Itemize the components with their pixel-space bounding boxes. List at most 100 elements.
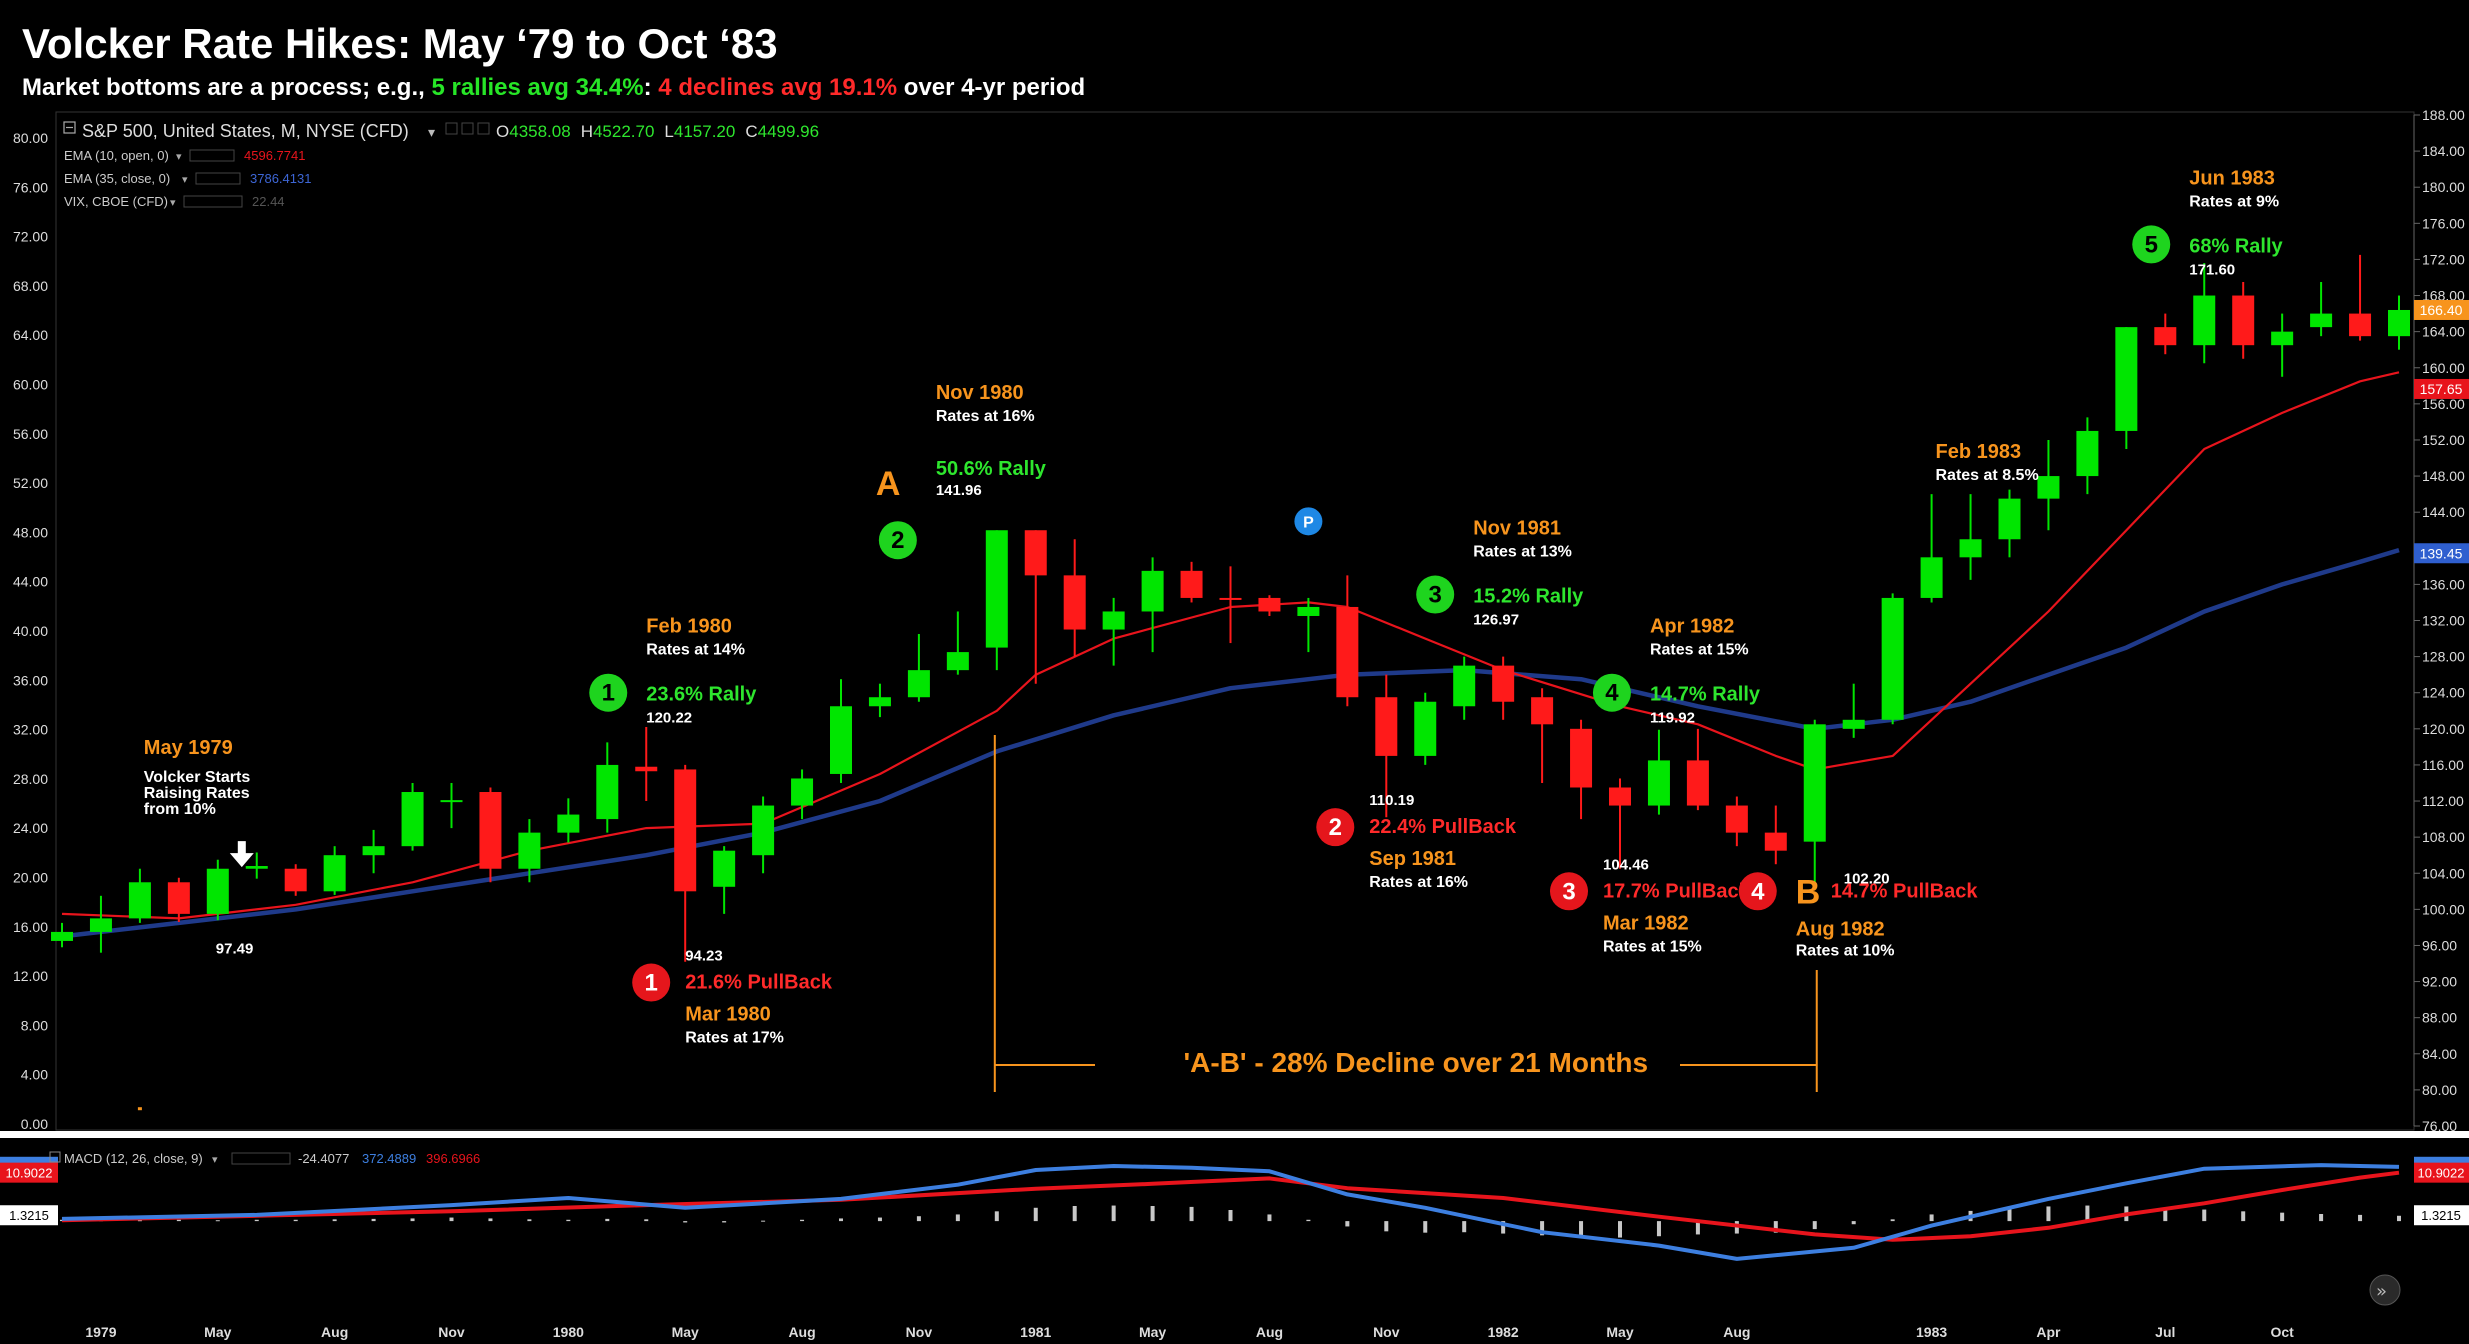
candle-body bbox=[2154, 327, 2177, 346]
annotation-date: Mar 1980 bbox=[685, 1004, 771, 1026]
ema-35-line bbox=[61, 547, 2400, 939]
legend-ema35-caret[interactable]: ▾ bbox=[182, 174, 188, 186]
macd-icons[interactable] bbox=[231, 1152, 291, 1165]
right-hist-badge bbox=[2414, 1205, 2469, 1226]
settings-icon[interactable] bbox=[461, 122, 474, 135]
ema10-icons[interactable] bbox=[189, 149, 235, 162]
vix-icons[interactable] bbox=[183, 195, 243, 208]
pane-separator bbox=[0, 1131, 2469, 1138]
candle-body bbox=[868, 697, 891, 707]
close-icon[interactable] bbox=[477, 122, 490, 135]
annotation-rally4: Apr 1982 Rates at 15% 4 14.7% Rally 119.92 bbox=[1592, 616, 1761, 727]
macd-histogram-bar bbox=[1695, 1221, 1700, 1235]
subtitle-declines: 4 declines avg 19.1% bbox=[658, 74, 897, 101]
candle bbox=[245, 852, 268, 879]
annotation-price: 171.60 bbox=[2189, 261, 2235, 278]
x-tick-label: Nov bbox=[906, 1324, 933, 1340]
candle-body bbox=[830, 706, 852, 774]
candle-body bbox=[206, 868, 229, 914]
candle bbox=[1141, 557, 1164, 653]
ema35-icons[interactable] bbox=[195, 172, 241, 185]
candle bbox=[518, 819, 541, 883]
collapse-icon[interactable] bbox=[63, 121, 76, 134]
legend-vix-caret[interactable]: ▾ bbox=[170, 197, 176, 209]
right-tick-label: 128.00 bbox=[2422, 649, 2465, 665]
macd-pane bbox=[60, 1163, 2401, 1261]
macd-line bbox=[61, 1163, 2400, 1261]
left-tick-label: 24.00 bbox=[13, 820, 48, 836]
right-price-badge-label: 166.40 bbox=[2420, 302, 2463, 318]
x-tick-label: May bbox=[204, 1324, 231, 1340]
candle-body bbox=[1414, 701, 1437, 756]
legend-macd[interactable]: MACD (12, 26, close, 9) ▾ -24.4077 372.4… bbox=[49, 1151, 480, 1166]
candle-body bbox=[284, 868, 307, 892]
annotation-date: Nov 1980 bbox=[936, 382, 1024, 404]
candle bbox=[2271, 313, 2294, 377]
macd-histogram-bar bbox=[994, 1211, 999, 1222]
number-badge-label: 3 bbox=[1429, 582, 1442, 609]
legend-macd-label: MACD (12, 26, close, 9) bbox=[64, 1151, 203, 1166]
candle-body bbox=[1375, 697, 1398, 756]
candle bbox=[1102, 597, 1125, 666]
right-tick-label: 112.00 bbox=[2422, 793, 2464, 809]
candle-body bbox=[1959, 539, 1982, 558]
x-tick-label: 1982 bbox=[1488, 1324, 1519, 1340]
right-tick-label: 116.00 bbox=[2422, 757, 2464, 773]
macd-histogram-bar bbox=[605, 1218, 610, 1222]
left-price-badge-label: 10.9022 bbox=[6, 1166, 53, 1181]
candle bbox=[1336, 575, 1359, 707]
macd-histogram-bar bbox=[60, 1219, 64, 1222]
candle-body bbox=[2076, 430, 2099, 477]
legend-ema10-caret[interactable]: ▾ bbox=[176, 151, 182, 163]
right-price-badge bbox=[2414, 378, 2469, 399]
annotation-rally: 68% Rally bbox=[2189, 235, 2283, 257]
candle bbox=[440, 782, 463, 829]
scroll-to-realtime-button[interactable]: » bbox=[2369, 1274, 2401, 1306]
legend-main-caret[interactable]: ▾ bbox=[428, 124, 435, 140]
candle bbox=[167, 877, 190, 922]
right-tick-label: 92.00 bbox=[2422, 974, 2457, 990]
x-tick-label: May bbox=[1606, 1324, 1633, 1340]
macd-histogram-bar bbox=[293, 1219, 298, 1222]
candle-body bbox=[1531, 697, 1554, 725]
ab-range: 'A-B' - 28% Decline over 21 Months bbox=[993, 735, 1818, 1092]
left-tick-label: 4.00 bbox=[21, 1067, 48, 1083]
p-marker[interactable]: P bbox=[1294, 507, 1323, 536]
legend-main[interactable]: S&P 500, United States, M, NYSE (CFD) ▾ … bbox=[63, 121, 819, 141]
macd-histogram-bar bbox=[1189, 1206, 1194, 1222]
candle-body bbox=[128, 882, 151, 919]
candle bbox=[89, 895, 112, 953]
candle-body bbox=[1453, 665, 1476, 707]
number-badge-label: 4 bbox=[1605, 680, 1619, 707]
candle bbox=[1609, 778, 1631, 869]
candle-body bbox=[1297, 606, 1320, 616]
macd-histogram-bar bbox=[722, 1221, 727, 1223]
legend-vix[interactable]: VIX, CBOE (CFD) ▾ 22.44 bbox=[64, 194, 285, 209]
annotation-date: Feb 1980 bbox=[646, 616, 732, 638]
candle-body bbox=[1492, 665, 1515, 702]
legend-macd-caret[interactable]: ▾ bbox=[212, 1154, 218, 1166]
annotation-pct: 17.7% PullBack bbox=[1603, 880, 1751, 902]
eye-icon[interactable] bbox=[445, 122, 458, 135]
candle-body bbox=[401, 792, 424, 847]
legend-ema10[interactable]: EMA (10, open, 0) ▾ 4596.7741 bbox=[64, 148, 305, 163]
candle-body bbox=[323, 855, 346, 892]
right-price-badge-label: 157.65 bbox=[2420, 381, 2463, 397]
number-badge bbox=[589, 673, 628, 712]
annotation-rate: Rates at 16% bbox=[936, 408, 1035, 425]
left-tick-label: 60.00 bbox=[13, 377, 48, 393]
macd-histogram-bar bbox=[2319, 1214, 2324, 1222]
candle-body bbox=[1842, 719, 1865, 729]
right-tick-label: 180.00 bbox=[2422, 179, 2465, 195]
legend-low-label: L bbox=[664, 122, 673, 141]
legend-ema10-value: 4596.7741 bbox=[244, 148, 305, 163]
macd-histogram-bar bbox=[1228, 1210, 1233, 1222]
candle-body bbox=[2310, 313, 2333, 328]
right-macd-badge bbox=[2414, 1162, 2469, 1183]
candle-body bbox=[1881, 597, 1904, 720]
candle bbox=[1453, 656, 1476, 720]
annotation-price: 94.23 bbox=[685, 948, 723, 965]
macd-collapse-icon[interactable] bbox=[49, 1151, 61, 1163]
legend-ema35[interactable]: EMA (35, close, 0) ▾ 3786.4131 bbox=[64, 171, 311, 186]
